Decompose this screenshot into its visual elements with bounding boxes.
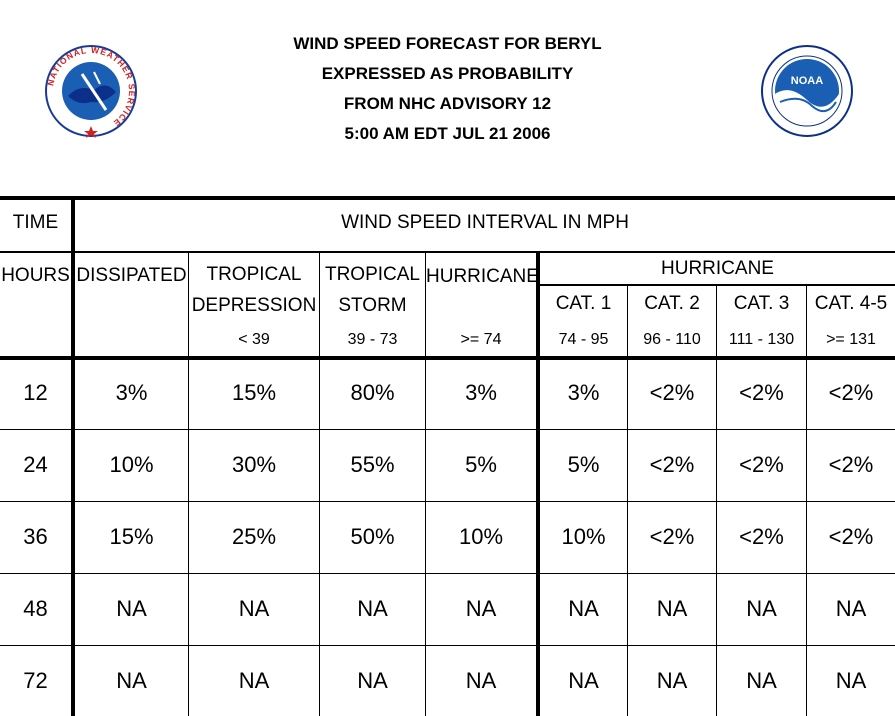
cell-cat45: NA <box>835 596 867 621</box>
header-cat2: CAT. 2 <box>644 293 700 314</box>
cell-tropical-depression: NA <box>238 596 270 621</box>
cell-tropical-storm: 80% <box>350 380 395 405</box>
time-column-divider <box>71 196 75 716</box>
cell-cat2: NA <box>656 668 688 693</box>
cell-tropical-storm: NA <box>357 596 388 621</box>
cell-hurricane: 3% <box>465 380 497 405</box>
header-ts-line2: STORM <box>338 295 407 316</box>
cell-cat3: <2% <box>739 452 784 477</box>
cell-hours: 72 <box>23 668 48 693</box>
cell-hours: 24 <box>23 452 48 477</box>
col-divider-td <box>319 253 320 716</box>
cell-cat3: NA <box>746 668 777 693</box>
cell-hurricane: 10% <box>458 524 504 549</box>
cell-tropical-storm: 50% <box>350 524 395 549</box>
header-hours: HOURS <box>1 265 70 286</box>
row-divider-3 <box>0 573 895 574</box>
svg-text:NOAA: NOAA <box>791 75 823 87</box>
header-cat2-range: 96 - 110 <box>643 331 701 348</box>
cell-hours: 48 <box>23 596 48 621</box>
cell-cat45: <2% <box>828 452 874 477</box>
cell-cat1: 5% <box>567 452 600 477</box>
cell-dissipated: 15% <box>109 524 154 549</box>
header-td-range: < 39 <box>238 331 270 348</box>
header-bottom-border <box>0 356 895 360</box>
title-line-1: WIND SPEED FORECAST FOR BERYL <box>293 34 602 53</box>
table-top-border <box>0 196 895 200</box>
header-dissipated: DISSIPATED <box>76 265 187 286</box>
col-divider-ts <box>425 253 426 716</box>
col-divider-cat2 <box>716 286 717 716</box>
cell-tropical-storm: 55% <box>350 452 395 477</box>
row-divider-4 <box>0 645 895 646</box>
cell-cat2: <2% <box>649 380 695 405</box>
noaa-logo-icon: NOAA <box>760 44 854 138</box>
cell-cat3: NA <box>746 596 777 621</box>
title-line-3: FROM NHC ADVISORY 12 <box>343 94 552 113</box>
cell-hurricane: NA <box>465 596 497 621</box>
header-cat3-range: 111 - 130 <box>728 331 795 348</box>
row-divider-2 <box>0 501 895 502</box>
header-hurricane-group: HURRICANE <box>661 258 774 279</box>
header-ts-line1: TROPICAL <box>324 264 421 285</box>
cell-hurricane: NA <box>465 668 497 693</box>
col-divider-dissipated <box>188 253 189 716</box>
cell-cat45: NA <box>835 668 867 693</box>
cell-hurricane: 5% <box>465 452 497 477</box>
hurricane-group-divider <box>538 284 895 286</box>
cell-tropical-storm: NA <box>357 668 388 693</box>
cell-cat1: 3% <box>567 380 600 405</box>
header-cat1: CAT. 1 <box>555 293 612 314</box>
col-divider-cat1 <box>627 286 628 716</box>
cell-dissipated: 3% <box>115 380 148 405</box>
cell-cat3: <2% <box>739 380 784 405</box>
cell-dissipated: NA <box>116 668 147 693</box>
header-cat45: CAT. 4-5 <box>814 293 888 314</box>
header-hurricane: HURRICANE <box>426 266 539 287</box>
header-td-line2: DEPRESSION <box>191 295 317 316</box>
header-cat45-range: >= 131 <box>826 331 876 348</box>
cell-dissipated: 10% <box>109 452 154 477</box>
cell-tropical-depression: 30% <box>231 452 277 477</box>
header-interval: WIND SPEED INTERVAL IN MPH <box>341 212 629 233</box>
header-cat3: CAT. 3 <box>733 293 790 314</box>
cell-tropical-depression: NA <box>238 668 270 693</box>
cell-cat1: NA <box>568 668 599 693</box>
header-td-line1: TROPICAL <box>206 264 302 285</box>
cell-cat1: 10% <box>561 524 606 549</box>
cell-tropical-depression: 25% <box>231 524 277 549</box>
cell-cat3: <2% <box>739 524 784 549</box>
cell-cat2: <2% <box>649 452 695 477</box>
cell-cat45: <2% <box>828 380 874 405</box>
header-cat1-range: 74 - 95 <box>558 331 609 348</box>
cell-hours: 12 <box>23 380 48 405</box>
title-line-4: 5:00 AM EDT JUL 21 2006 <box>344 124 551 143</box>
header-ts-range: 39 - 73 <box>347 331 398 348</box>
cell-tropical-depression: 15% <box>231 380 277 405</box>
cell-hours: 36 <box>23 524 48 549</box>
header-time: TIME <box>12 212 59 233</box>
header-divider <box>0 251 895 253</box>
col-divider-cat3 <box>806 286 807 716</box>
nws-logo-icon: NATIONAL WEATHER SERVICE <box>44 44 138 138</box>
cell-cat45: <2% <box>828 524 874 549</box>
header-hurricane-range: >= 74 <box>460 331 502 348</box>
row-divider-1 <box>0 429 895 430</box>
cell-cat1: NA <box>568 596 599 621</box>
cell-cat2: <2% <box>649 524 695 549</box>
cell-dissipated: NA <box>116 596 147 621</box>
title-line-2: EXPRESSED AS PROBABILITY <box>321 64 574 83</box>
cell-cat2: NA <box>656 596 688 621</box>
hurricane-group-border <box>536 253 540 716</box>
